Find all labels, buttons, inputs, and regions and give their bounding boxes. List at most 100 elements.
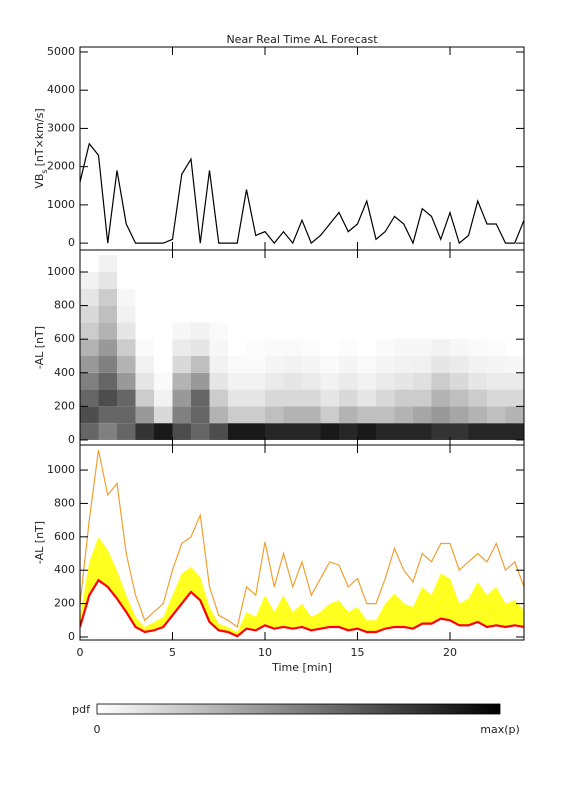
- heat-cell: [505, 372, 524, 390]
- y-tick-label: 1000: [47, 265, 75, 278]
- heat-cell: [191, 372, 210, 390]
- heat-cell: [320, 389, 339, 407]
- heat-cell: [228, 372, 247, 390]
- heat-cell: [320, 423, 339, 440]
- y-axis-label-part: s: [40, 169, 49, 173]
- heat-cell: [413, 423, 432, 440]
- heat-cell: [246, 372, 265, 390]
- heat-cell: [191, 339, 210, 356]
- heat-cell: [487, 372, 506, 390]
- heat-cell: [376, 355, 395, 373]
- y-tick-label: 2000: [47, 160, 75, 173]
- heat-cell: [376, 372, 395, 390]
- colorbar: [96, 703, 501, 715]
- heat-cell: [98, 389, 117, 407]
- heat-cell: [320, 372, 339, 390]
- heat-cell: [80, 272, 99, 289]
- y-tick-label: 0: [68, 236, 75, 249]
- heat-cell: [80, 406, 99, 424]
- y-tick-label: 0: [68, 433, 75, 446]
- heat-cell: [487, 406, 506, 424]
- heat-cell: [172, 389, 191, 407]
- heat-cell: [80, 423, 99, 440]
- heat-cell: [228, 406, 247, 424]
- y-tick-label: 800: [54, 299, 75, 312]
- series-line: [80, 578, 524, 638]
- y-tick-label: 1000: [47, 463, 75, 476]
- y-tick-label: 800: [54, 496, 75, 509]
- heat-cell: [487, 423, 506, 440]
- heat-cell: [228, 355, 247, 373]
- heat-cell: [302, 423, 321, 440]
- heat-cell: [117, 423, 136, 440]
- y-axis-label-part: VB: [33, 174, 46, 189]
- heat-cell: [265, 423, 284, 440]
- heat-cell: [80, 305, 99, 323]
- y-axis-label: VBs [nT×km/s]: [33, 108, 49, 188]
- x-tick-label: 5: [169, 646, 176, 659]
- heat-cell: [98, 406, 117, 424]
- heat-cell: [357, 372, 376, 390]
- heat-cell: [413, 389, 432, 407]
- heat-cell: [505, 406, 524, 424]
- heat-cell: [117, 355, 136, 373]
- heat-cell: [394, 406, 413, 424]
- heat-cell: [357, 423, 376, 440]
- colorbar-max: max(p): [480, 723, 520, 736]
- y-tick-label: 200: [54, 399, 75, 412]
- heat-cell: [431, 389, 450, 407]
- heat-cell: [302, 339, 321, 356]
- heat-cell: [246, 389, 265, 407]
- colorbar-label: pdf: [72, 703, 91, 716]
- heat-cell: [468, 406, 487, 424]
- heat-cell: [209, 372, 228, 390]
- heat-cell: [135, 406, 154, 424]
- heat-cell: [117, 372, 136, 390]
- heat-cell: [135, 355, 154, 373]
- heat-cell: [450, 423, 469, 440]
- x-axis-label: Time [min]: [271, 661, 332, 674]
- heat-cell: [302, 389, 321, 407]
- heat-cell: [98, 355, 117, 373]
- plot-area: [80, 449, 524, 638]
- heat-cell: [505, 355, 524, 373]
- y-tick-label: 1000: [47, 198, 75, 211]
- heat-cell: [468, 372, 487, 390]
- heat-cell: [172, 322, 191, 340]
- heat-cell: [191, 322, 210, 340]
- heat-cell: [302, 406, 321, 424]
- y-tick-label: 600: [54, 530, 75, 543]
- heat-cell: [450, 339, 469, 356]
- chart-title: Near Real Time AL Forecast: [226, 33, 378, 46]
- heat-cell: [376, 406, 395, 424]
- heat-cell: [80, 389, 99, 407]
- x-tick-label: 10: [258, 646, 272, 659]
- series-line: [80, 449, 524, 628]
- heat-cell: [394, 355, 413, 373]
- heat-cell: [339, 355, 358, 373]
- y-axis-label: -AL [nT]: [33, 326, 46, 369]
- y-tick-label: 0: [68, 630, 75, 643]
- heat-cell: [468, 389, 487, 407]
- heat-cell: [98, 288, 117, 306]
- x-tick-label: 20: [443, 646, 457, 659]
- heat-cell: [283, 355, 302, 373]
- heat-cell: [246, 339, 265, 356]
- heat-cell: [339, 372, 358, 390]
- heat-cell: [117, 389, 136, 407]
- y-tick-label: 5000: [47, 45, 75, 58]
- heat-cell: [135, 423, 154, 440]
- heat-cell: [80, 372, 99, 390]
- heat-cell: [172, 355, 191, 373]
- heat-cell: [209, 355, 228, 373]
- series-line: [80, 142, 524, 245]
- heat-cell: [98, 255, 117, 273]
- y-tick-label: 200: [54, 597, 75, 610]
- heat-cell: [431, 423, 450, 440]
- heat-cell: [191, 423, 210, 440]
- heat-cell: [431, 406, 450, 424]
- heat-cell: [450, 372, 469, 390]
- heat-cell: [154, 406, 173, 424]
- heat-cell: [191, 355, 210, 373]
- heat-cell: [376, 423, 395, 440]
